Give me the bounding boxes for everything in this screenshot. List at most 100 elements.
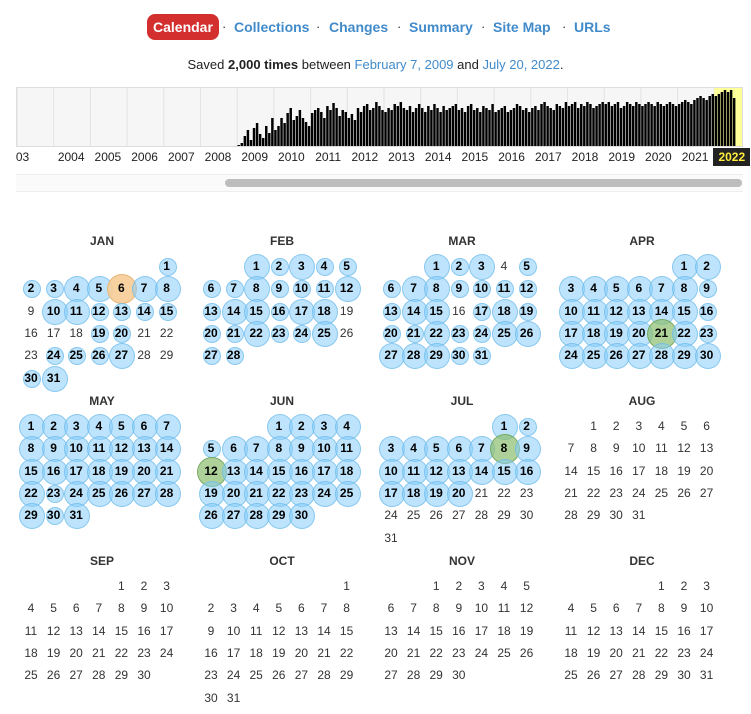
day-cell[interactable]: 11 [497, 281, 511, 296]
day-cell[interactable]: 25 [497, 325, 511, 340]
day-cell[interactable]: 10 [317, 441, 331, 456]
day-cell[interactable]: 6 [207, 281, 215, 296]
day-cell[interactable]: 30 [46, 508, 61, 523]
nav-site-map[interactable]: Site Map [493, 19, 551, 35]
day-cell[interactable]: 11 [92, 441, 106, 456]
day-cell[interactable]: 31 [474, 348, 489, 363]
day-cell[interactable]: 23 [699, 325, 714, 340]
day-cell[interactable]: 22 [272, 485, 286, 500]
day-cell[interactable]: 19 [114, 463, 129, 478]
day-cell[interactable]: 1 [275, 419, 283, 433]
capture-timeline[interactable] [16, 87, 743, 147]
day-cell[interactable]: 3 [320, 419, 328, 433]
day-cell[interactable]: 21 [226, 325, 241, 340]
day-cell[interactable]: 2 [298, 419, 305, 433]
day-cell[interactable]: 30 [294, 508, 309, 523]
day-cell[interactable]: 22 [249, 325, 263, 340]
year-2020[interactable]: 2020 [645, 150, 672, 164]
year-2009[interactable]: 2009 [241, 150, 269, 164]
day-cell[interactable]: 20 [226, 485, 241, 500]
day-cell[interactable]: 14 [137, 303, 151, 318]
day-cell[interactable]: 2 [27, 281, 35, 296]
day-cell[interactable]: 20 [204, 325, 218, 340]
day-cell[interactable]: 7 [163, 419, 170, 433]
day-cell[interactable]: 11 [340, 441, 353, 456]
day-cell[interactable]: 1 [252, 259, 260, 273]
day-cell[interactable]: 28 [654, 348, 669, 363]
day-cell[interactable]: 5 [523, 259, 530, 273]
day-cell[interactable]: 7 [478, 441, 485, 456]
day-cell[interactable]: 24 [317, 485, 331, 500]
day-cell[interactable]: 4 [590, 281, 597, 296]
day-cell[interactable]: 27 [114, 348, 129, 363]
day-cell[interactable]: 30 [699, 348, 714, 363]
day-cell[interactable]: 21 [249, 485, 263, 500]
day-cell[interactable]: 7 [230, 281, 237, 296]
day-cell[interactable]: 8 [252, 281, 260, 296]
year-2013[interactable]: 2013 [388, 150, 415, 164]
day-cell[interactable]: 25 [586, 348, 601, 363]
year-2015[interactable]: 2015 [461, 150, 489, 164]
day-cell[interactable]: 29 [429, 348, 443, 363]
year-2007[interactable]: 2007 [167, 150, 195, 164]
year-2022[interactable]: 2022 [713, 148, 751, 166]
day-cell[interactable]: 14 [249, 463, 263, 478]
day-cell[interactable]: 3 [387, 441, 395, 456]
nav-collections[interactable]: Collections [234, 19, 310, 35]
day-cell[interactable]: 20 [384, 325, 398, 340]
day-cell[interactable]: 8 [163, 281, 170, 296]
day-cell[interactable]: 13 [137, 441, 151, 456]
day-cell[interactable]: 8 [27, 441, 35, 456]
day-cell[interactable]: 18 [317, 303, 331, 318]
year-03[interactable]: 03 [15, 150, 30, 164]
day-cell[interactable]: 23 [294, 485, 309, 500]
day-cell[interactable]: 14 [226, 303, 241, 318]
day-cell[interactable]: 10 [564, 303, 578, 318]
day-cell[interactable]: 22 [429, 325, 443, 340]
day-cell[interactable]: 19 [92, 325, 106, 340]
day-cell[interactable]: 12 [92, 303, 106, 318]
day-cell[interactable]: 27 [204, 348, 218, 363]
day-cell[interactable]: 14 [406, 303, 421, 318]
day-cell[interactable]: 6 [140, 419, 148, 433]
day-cell[interactable]: 3 [50, 281, 57, 296]
day-cell[interactable]: 23 [272, 325, 286, 340]
day-cell[interactable]: 5 [95, 281, 103, 296]
day-cell[interactable]: 25 [339, 485, 354, 500]
nav-changes[interactable]: Changes [329, 19, 389, 35]
day-cell[interactable]: 20 [137, 463, 151, 478]
day-cell[interactable]: 28 [406, 348, 421, 363]
day-cell[interactable]: 21 [406, 325, 421, 340]
day-cell[interactable]: 10 [294, 281, 309, 296]
day-cell[interactable]: 19 [519, 303, 534, 318]
day-cell[interactable]: 21 [159, 463, 174, 478]
day-cell[interactable]: 29 [24, 508, 38, 523]
day-cell[interactable]: 27 [384, 348, 398, 363]
day-cell[interactable]: 6 [118, 281, 125, 296]
day-cell[interactable]: 14 [654, 303, 669, 318]
day-cell[interactable]: 9 [523, 441, 530, 456]
day-cell[interactable]: 8 [432, 281, 440, 296]
day-cell[interactable]: 15 [159, 303, 174, 318]
day-cell[interactable]: 17 [564, 325, 578, 340]
day-cell[interactable]: 15 [24, 463, 38, 478]
day-cell[interactable]: 11 [407, 463, 420, 478]
last-capture-link[interactable]: July 20, 2022 [482, 57, 560, 72]
day-cell[interactable]: 12 [114, 441, 129, 456]
day-cell[interactable]: 29 [272, 508, 286, 523]
day-cell[interactable]: 2 [50, 419, 57, 433]
day-cell[interactable]: 13 [114, 303, 129, 318]
day-cell[interactable]: 5 [612, 281, 620, 296]
day-cell[interactable]: 30 [452, 348, 466, 363]
day-cell[interactable]: 1 [27, 419, 35, 433]
day-cell[interactable]: 13 [632, 303, 646, 318]
day-cell[interactable]: 18 [586, 325, 601, 340]
day-cell[interactable]: 2 [703, 259, 710, 273]
year-2005[interactable]: 2005 [94, 150, 122, 164]
day-cell[interactable]: 11 [317, 281, 331, 296]
day-cell[interactable]: 30 [24, 370, 38, 385]
day-cell[interactable]: 29 [677, 348, 691, 363]
year-2019[interactable]: 2019 [608, 150, 636, 164]
day-cell[interactable]: 14 [159, 441, 174, 456]
day-cell[interactable]: 21 [654, 325, 669, 340]
